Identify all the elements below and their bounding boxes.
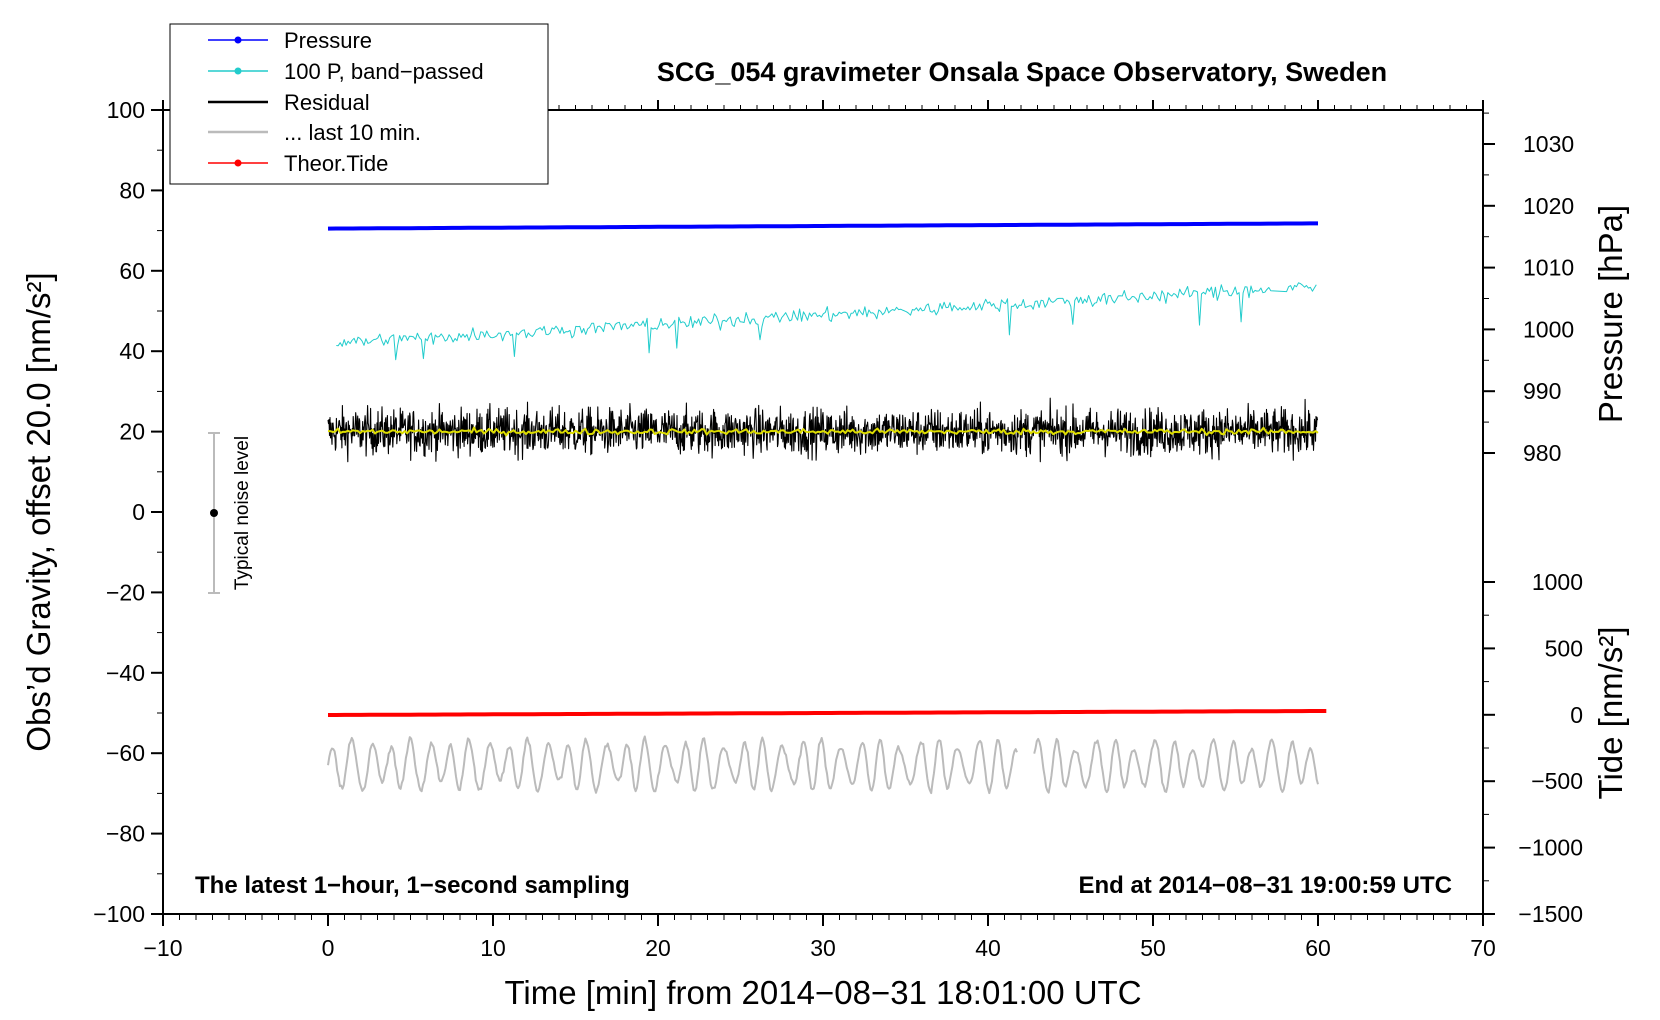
legend-item-pressure: Pressure xyxy=(208,28,372,53)
series-last-10-min xyxy=(1033,737,1319,794)
y-tick-label: −20 xyxy=(106,579,145,605)
end-time-note: End at 2014−08−31 19:00:59 UTC xyxy=(1078,872,1452,899)
y-tick-label: 100 xyxy=(107,97,145,123)
y-tick-label: −40 xyxy=(106,660,145,686)
legend-item-last10: ... last 10 min. xyxy=(208,120,421,145)
legend-label-residual: Residual xyxy=(284,90,370,115)
series-bandpassed-pressure xyxy=(336,282,1317,361)
legend-label-bandpassed: 100 P, band−passed xyxy=(284,59,484,84)
pressure-tick-label: 980 xyxy=(1523,440,1561,466)
ticks-layer: −10 0 10 20 30 40 50 60 70100806040200−20−40−60−… xyxy=(93,97,1583,961)
x-tick-label: 30 xyxy=(810,935,836,961)
legend-item-tide: Theor.Tide xyxy=(208,151,388,176)
x-tick-label: 10 xyxy=(480,935,506,961)
series-theor-tide xyxy=(328,709,1327,717)
x-tick-label: 70 xyxy=(1470,935,1496,961)
legend-item-bandpassed: 100 P, band−passed xyxy=(208,59,484,84)
tide-tick-label: 500 xyxy=(1545,635,1583,661)
y-tick-label: 40 xyxy=(119,338,145,364)
legend-marker-tide xyxy=(234,159,242,167)
series-residual xyxy=(327,397,1319,463)
y-tick-label: 0 xyxy=(132,499,145,525)
y-tick-label: −100 xyxy=(93,901,145,927)
series-last-10-min xyxy=(327,735,1018,795)
pressure-tick-label: 1000 xyxy=(1523,316,1574,342)
legend-box xyxy=(169,23,549,185)
pressure-tick-label: 990 xyxy=(1523,378,1561,404)
x-tick-label: 50 xyxy=(1140,935,1166,961)
y-tick-label: −80 xyxy=(106,821,145,847)
x-axis-title: Time [min] from 2014−08−31 18:01:00 UTC xyxy=(504,974,1141,1011)
series-pressure xyxy=(327,221,1318,231)
y-tick-label: 20 xyxy=(119,419,145,445)
x-tick-label: 0 xyxy=(322,935,335,961)
sampling-note: The latest 1−hour, 1−second sampling xyxy=(195,872,630,899)
pressure-tick-label: 1010 xyxy=(1523,255,1574,281)
plot-frame xyxy=(162,109,1484,915)
y-tick-label: 80 xyxy=(119,177,145,203)
y-tick-label: 60 xyxy=(119,258,145,284)
y-tick-label: −60 xyxy=(106,740,145,766)
legend-label-pressure: Pressure xyxy=(284,28,372,53)
tide-tick-label: −500 xyxy=(1531,768,1583,794)
tide-tick-label: 1000 xyxy=(1532,569,1583,595)
legend-marker-pressure xyxy=(234,36,242,44)
noise-label: Typical noise level xyxy=(232,436,253,590)
pressure-tick-label: 1020 xyxy=(1523,193,1574,219)
y-axis-title-pressure: Pressure [hPa] xyxy=(1592,205,1629,423)
tide-tick-label: −1000 xyxy=(1518,835,1583,861)
tide-tick-label: −1500 xyxy=(1518,901,1583,927)
x-tick-label: −10 xyxy=(143,935,182,961)
chart-title: SCG_054 gravimeter Onsala Space Observat… xyxy=(657,57,1387,87)
y-axis-title-tide: Tide [nm/s²] xyxy=(1592,627,1629,800)
legend-label-last10: ... last 10 min. xyxy=(284,120,421,145)
tide-tick-label: 0 xyxy=(1570,702,1583,728)
x-tick-label: 20 xyxy=(645,935,671,961)
series-layer xyxy=(327,221,1327,795)
legend: Pressure 100 P, band−passed Residual ...… xyxy=(169,23,549,185)
x-tick-label: 40 xyxy=(975,935,1001,961)
y-axis-title-left: Obs’d Gravity, offset 20.0 [nm/s²] xyxy=(20,272,57,751)
legend-marker-bandpassed xyxy=(234,67,242,75)
noise-indicator: Typical noise level xyxy=(208,432,253,594)
pressure-tick-label: 1030 xyxy=(1523,131,1574,157)
legend-item-residual: Residual xyxy=(208,90,370,115)
series-running-mean xyxy=(327,426,1319,437)
legend-label-tide: Theor.Tide xyxy=(284,151,388,176)
noise-center-dot xyxy=(210,509,218,517)
x-tick-label: 60 xyxy=(1305,935,1331,961)
